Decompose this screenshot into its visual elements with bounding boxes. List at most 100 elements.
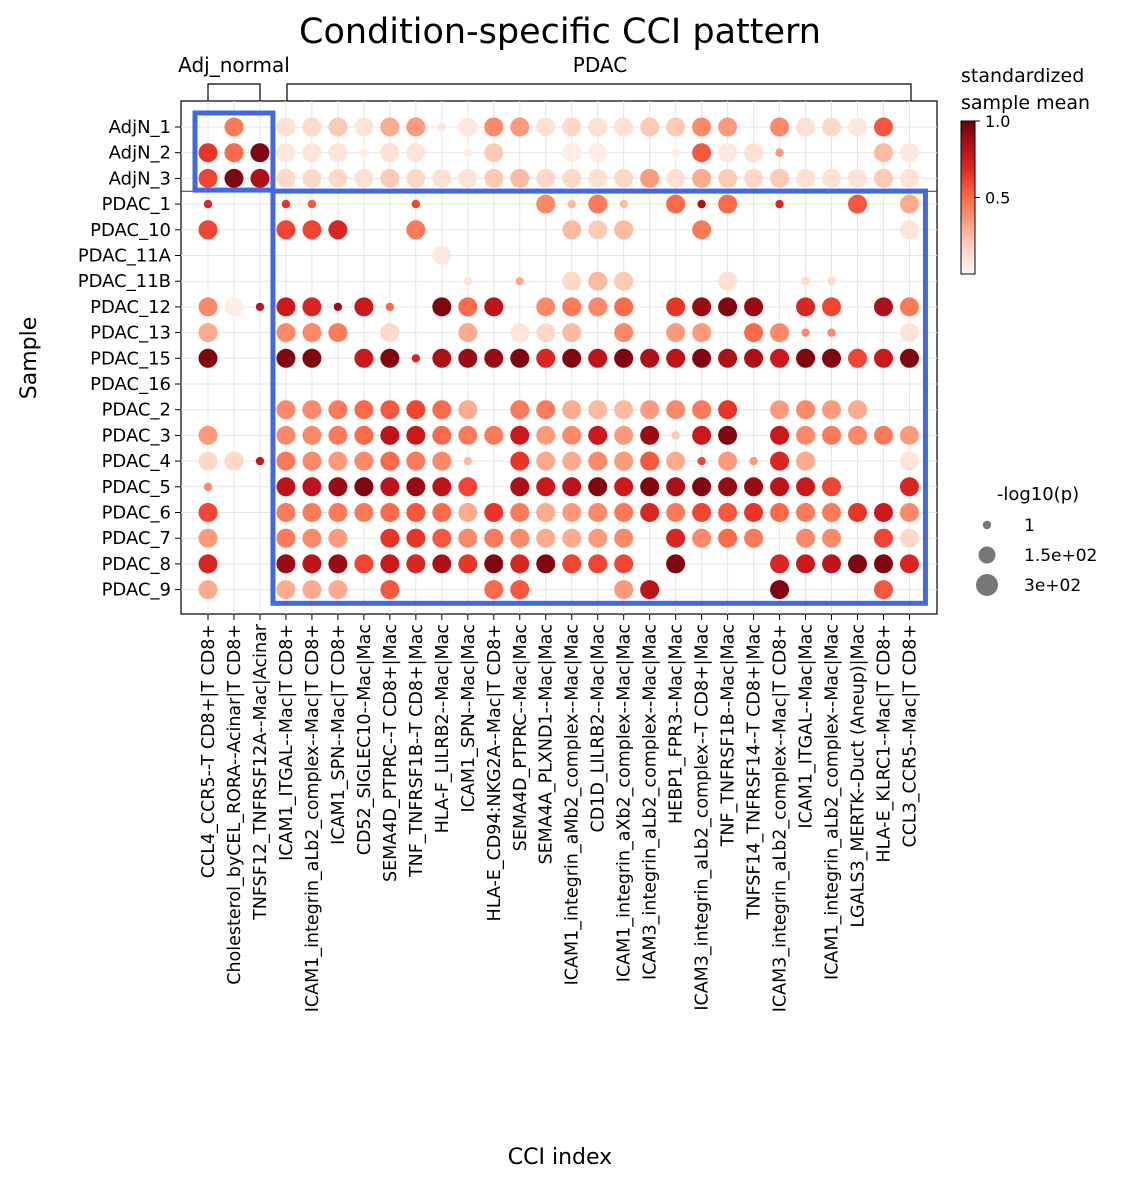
data-point <box>463 148 472 157</box>
colorbar-tick-label: 0.5 <box>985 189 1010 208</box>
data-point <box>796 503 816 522</box>
data-point <box>899 554 919 574</box>
x-tick-label: TNFSF12_TNFRSF12A--Mac|Acinar <box>251 623 271 921</box>
data-point <box>406 425 426 445</box>
data-point <box>510 528 530 548</box>
data-point <box>873 528 893 548</box>
data-point <box>873 168 893 188</box>
colorbar-bar <box>960 120 976 275</box>
data-point <box>744 143 764 163</box>
data-point <box>458 477 478 497</box>
data-point <box>640 348 660 368</box>
chart-title: Condition-specific CCI pattern <box>299 12 821 52</box>
data-point <box>827 328 836 337</box>
x-tick-label: HLA-F_LILRB2--Mac|Mac <box>433 624 453 833</box>
data-point <box>614 554 634 574</box>
data-point <box>354 425 374 445</box>
size-legend-label: 1 <box>1024 516 1035 536</box>
data-point <box>276 503 296 522</box>
data-point <box>411 199 421 209</box>
size-legend: -log10(p) 1 1.5e+02 3e+02 <box>976 484 1097 596</box>
data-point <box>775 148 784 157</box>
data-point <box>484 580 504 600</box>
y-tick-label: AdjN_1 <box>109 117 171 138</box>
data-point <box>614 400 634 420</box>
data-point <box>770 400 790 420</box>
data-point <box>484 297 504 317</box>
data-point <box>873 297 893 317</box>
data-point <box>718 528 738 548</box>
data-point <box>224 451 244 471</box>
x-tick-label: ICAM1_integrin_aLb2_complex--Mac|T CD8+ <box>303 624 323 1012</box>
data-point <box>380 580 400 600</box>
data-point <box>692 503 712 522</box>
x-tick-label: HLA-E_CD94:NKG2A--Mac|T CD8+ <box>485 624 505 921</box>
data-point <box>458 117 478 137</box>
data-point <box>899 297 919 317</box>
data-point <box>354 117 374 137</box>
data-point <box>385 302 395 312</box>
data-point <box>536 451 556 471</box>
data-point <box>588 451 608 471</box>
data-point <box>380 503 400 522</box>
y-tick-label: PDAC_15 <box>90 348 171 369</box>
data-point <box>848 400 867 420</box>
y-tick-label: PDAC_10 <box>90 220 171 241</box>
data-point <box>380 168 400 188</box>
data-point <box>406 528 426 548</box>
data-point <box>822 528 842 548</box>
data-point <box>822 425 842 445</box>
data-point <box>827 277 836 286</box>
data-point <box>770 348 790 368</box>
data-point <box>692 425 712 445</box>
data-point <box>692 143 712 163</box>
data-point <box>588 528 608 548</box>
data-point <box>614 323 634 343</box>
data-point <box>432 400 452 420</box>
data-point <box>224 143 244 163</box>
data-point <box>718 451 738 471</box>
x-tick-label: SEMA4D_PTPRC--Mac|Mac <box>511 624 531 851</box>
data-point <box>848 503 867 522</box>
group-label: PDAC <box>573 53 627 77</box>
data-point <box>614 425 634 445</box>
data-point <box>692 168 712 188</box>
data-point <box>536 117 556 137</box>
data-point <box>380 323 400 343</box>
data-point <box>666 451 686 471</box>
data-point <box>463 456 472 466</box>
y-tick-label: AdjN_3 <box>109 168 171 189</box>
data-point <box>250 143 270 163</box>
data-point <box>458 425 478 445</box>
data-point <box>328 580 348 600</box>
data-point <box>873 580 893 600</box>
data-point <box>354 503 374 522</box>
x-tick-label: SEMA4A_PLXND1--Mac|Mac <box>537 624 557 865</box>
data-point <box>380 348 400 368</box>
data-point <box>822 117 842 137</box>
data-point <box>406 477 426 497</box>
y-tick-label: AdjN_2 <box>109 143 171 164</box>
data-point <box>848 425 867 445</box>
data-point <box>848 117 867 137</box>
data-point <box>796 528 816 548</box>
data-point <box>224 117 244 137</box>
data-point <box>302 554 322 574</box>
data-point <box>666 554 686 574</box>
data-point <box>510 323 530 343</box>
data-point <box>718 425 738 445</box>
data-point <box>302 143 322 163</box>
data-point <box>588 297 608 317</box>
data-point <box>640 117 660 137</box>
data-point <box>276 528 296 548</box>
data-point <box>666 477 686 497</box>
data-point <box>614 580 634 600</box>
data-point <box>276 297 296 317</box>
data-point <box>692 220 712 240</box>
data-point <box>484 503 504 522</box>
data-point <box>276 580 296 600</box>
data-point <box>302 580 322 600</box>
data-point <box>458 297 478 317</box>
data-point <box>458 554 478 574</box>
size-legend-label: 3e+02 <box>1024 576 1081 596</box>
